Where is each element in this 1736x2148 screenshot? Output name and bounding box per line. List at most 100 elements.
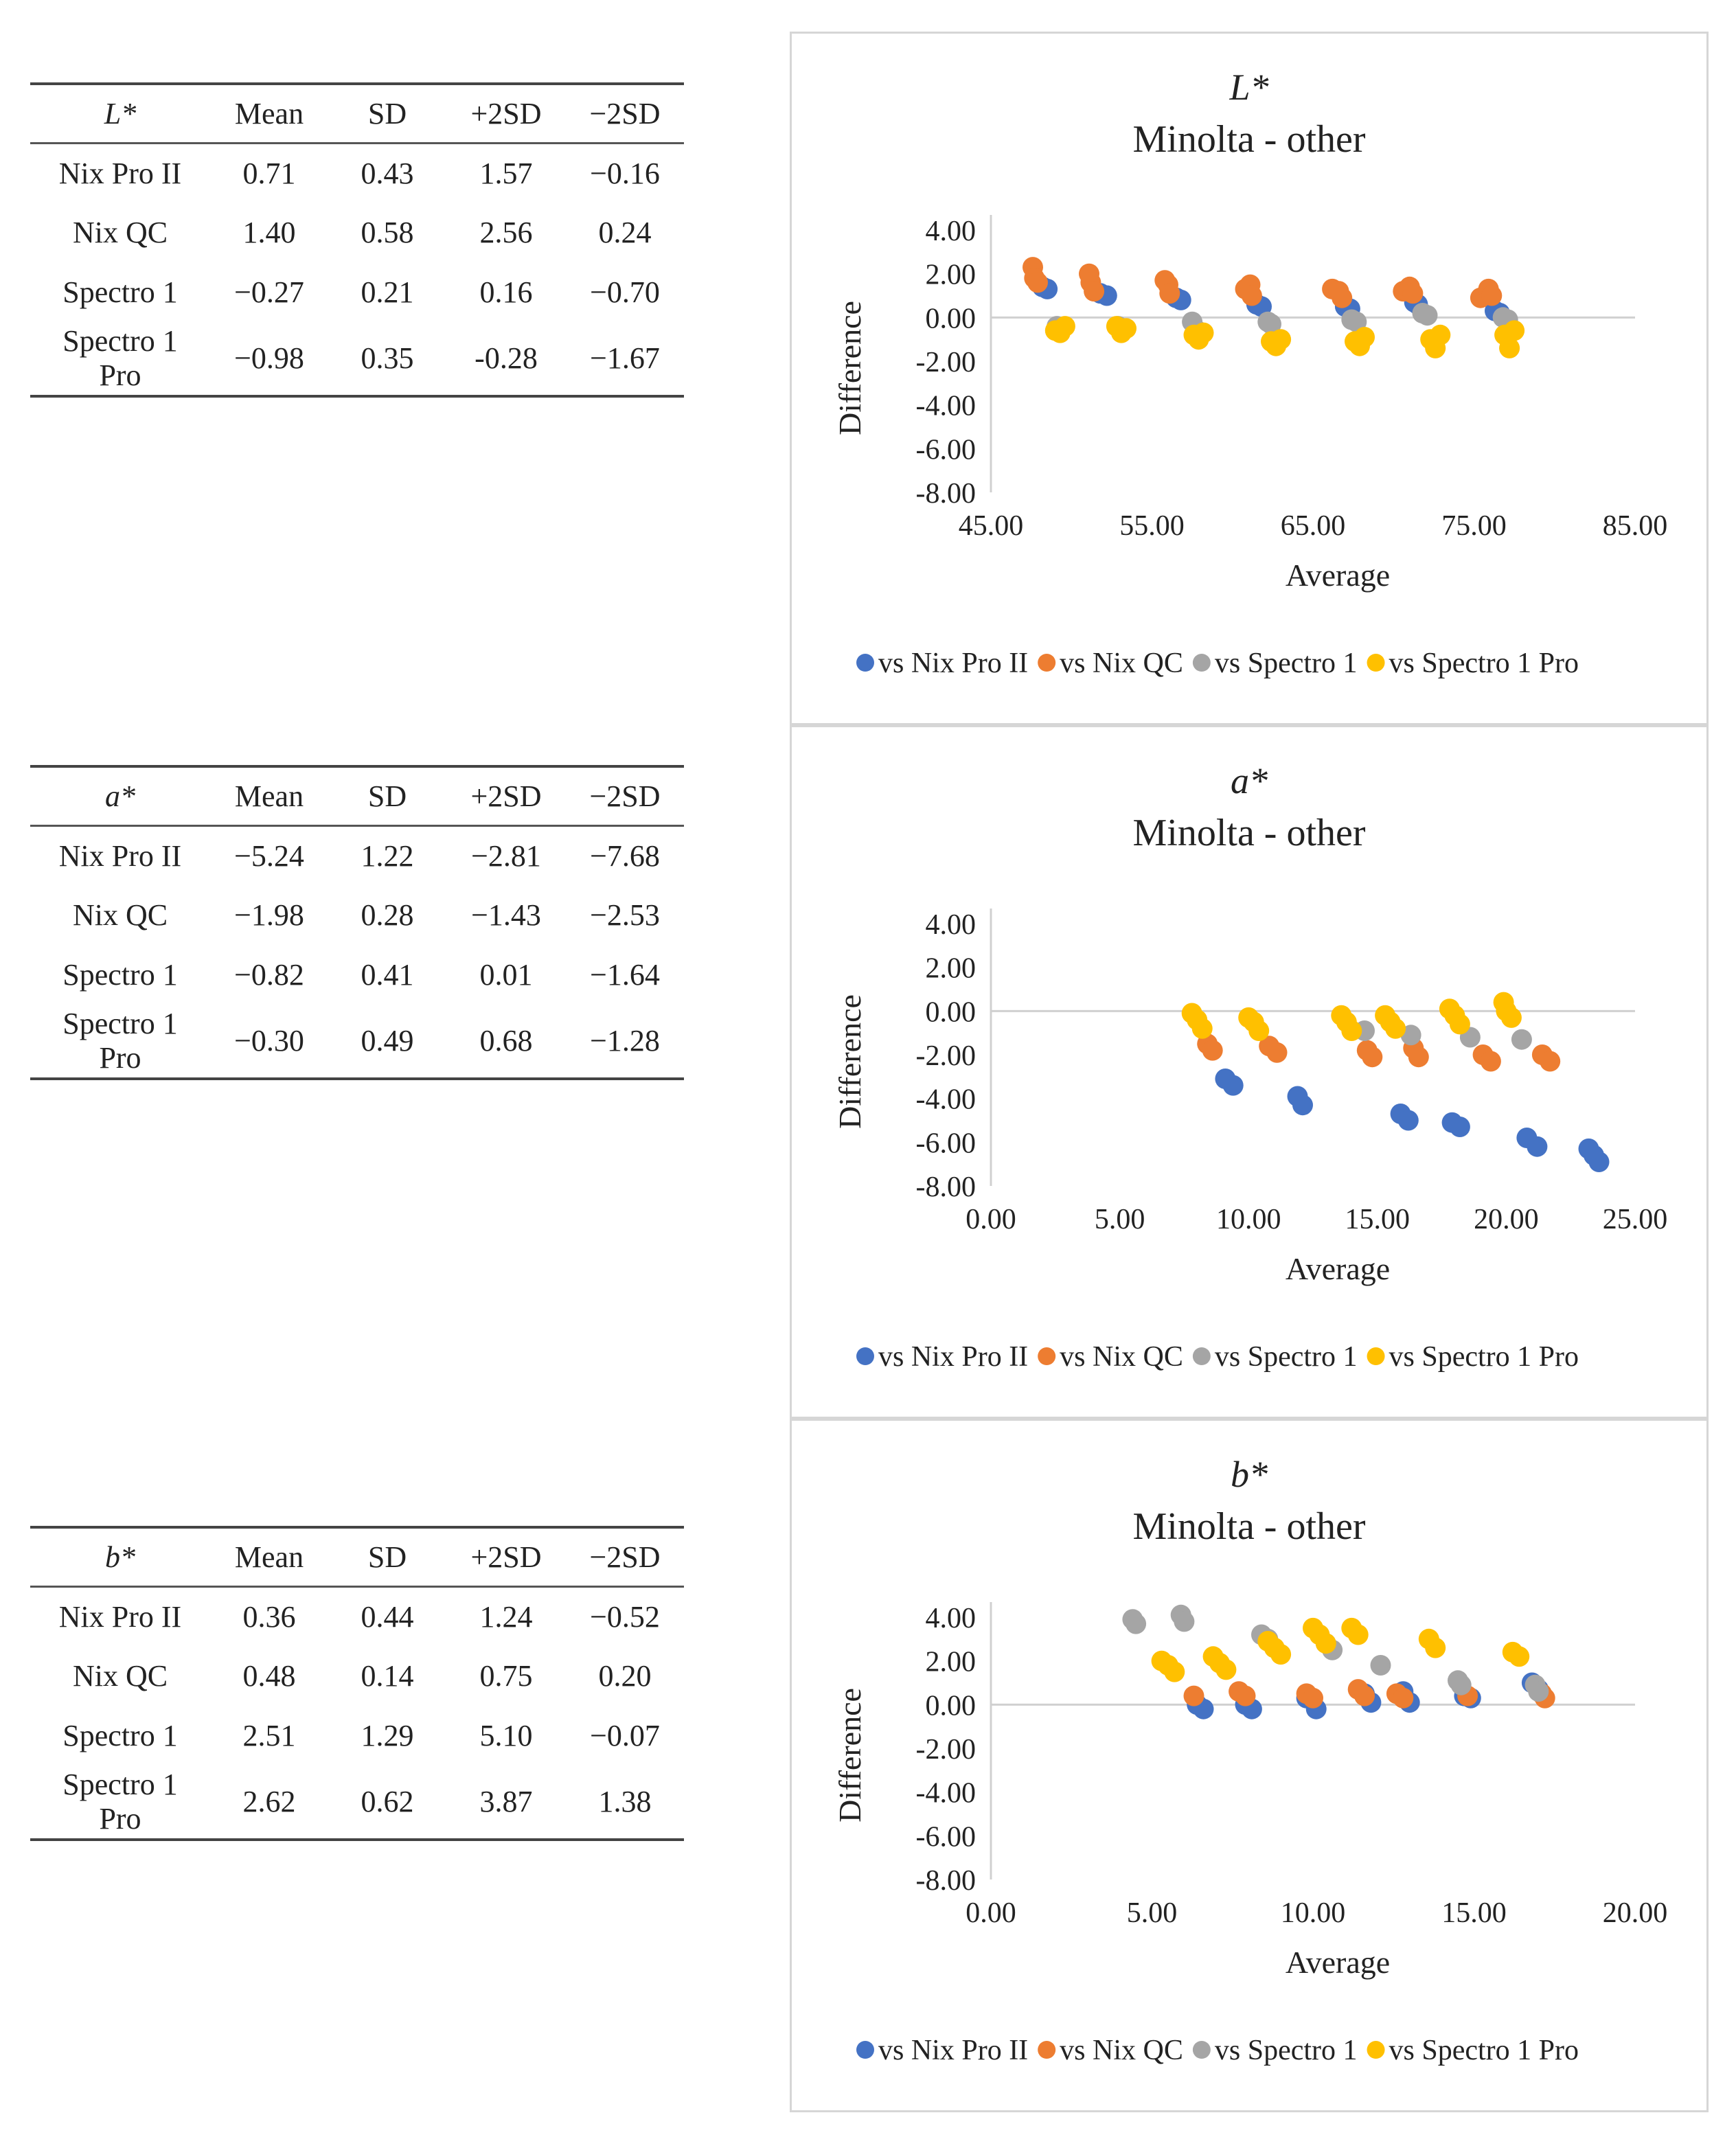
data-point <box>1480 1051 1501 1072</box>
legend-marker <box>1038 2041 1056 2059</box>
y-axis-label: Difference <box>832 301 867 435</box>
plus-2sd-cell: 0.01 <box>479 958 533 992</box>
minus-2sd-header: −2SD <box>566 1526 684 1588</box>
data-point <box>1528 1681 1549 1702</box>
sd-cell: 0.14 <box>361 1659 414 1693</box>
series-vs-nix-pro-ii <box>1215 1069 1610 1172</box>
stats-table-b: b* Mean SD +2SD −2SD Nix Pro II 0.36 0.4… <box>30 1526 684 1841</box>
x-tick-label: 20.00 <box>1474 1204 1539 1235</box>
legend-label: vs Spectro 1 <box>1215 1341 1358 1373</box>
chart-title: Minolta - other <box>1132 118 1365 161</box>
plus-2sd-cell: 0.16 <box>479 275 533 309</box>
x-tick-label: 10.00 <box>1281 1897 1346 1929</box>
chart-panel-a: a* Minolta - other 4.00 2.00 0.00 -2.00 -4.00 -… <box>790 725 1709 1419</box>
sd-cell: 0.44 <box>361 1599 414 1634</box>
table-row: Nix QC 0.48 0.14 0.75 0.20 <box>30 1646 684 1706</box>
series-vs-spectro-1-pro <box>1044 316 1525 358</box>
data-point <box>1408 1047 1429 1068</box>
row-label: Nix Pro II <box>58 156 182 190</box>
plus-2sd-cell: 1.24 <box>479 1599 533 1634</box>
mean-header: Mean <box>210 82 328 144</box>
y-tick-label: 2.00 <box>926 1647 976 1678</box>
row-label: Nix QC <box>72 898 168 932</box>
stats-table-l: L* Mean SD +2SD −2SD Nix Pro II 0.71 0.4… <box>30 82 684 398</box>
y-axis-label: Difference <box>832 994 867 1129</box>
data-point <box>1393 1687 1414 1709</box>
row-label: Spectro 1 Pro <box>30 1766 210 1841</box>
y-tick-label: 2.00 <box>926 953 976 985</box>
data-point <box>1400 1025 1421 1046</box>
data-point <box>1499 337 1520 358</box>
row-label: Nix Pro II <box>58 1599 182 1634</box>
mean-header: Mean <box>210 1526 328 1588</box>
legend-label: vs Spectro 1 <box>1215 648 1358 679</box>
row-label: Spectro 1 <box>62 1719 178 1752</box>
minus-2sd-cell: −2.53 <box>590 898 660 932</box>
mean-header: Mean <box>210 765 328 827</box>
sd-cell: 0.58 <box>361 216 414 249</box>
data-point <box>1417 305 1438 326</box>
legend-marker <box>1192 654 1211 672</box>
legend-marker <box>856 2041 874 2059</box>
y-axis-label: Difference <box>832 1688 867 1823</box>
plus-2sd-cell: 0.75 <box>479 1659 533 1693</box>
legend-label: vs Nix QC <box>1060 1341 1183 1373</box>
x-tick-label: 55.00 <box>1119 510 1185 542</box>
data-point <box>1315 1633 1336 1654</box>
chart-title-variable: a* <box>1231 760 1268 801</box>
sd-header: SD <box>328 82 446 144</box>
plus-2sd-cell: 2.56 <box>479 216 533 249</box>
chart-title: Minolta - other <box>1132 1505 1365 1548</box>
sd-cell: 0.35 <box>328 322 446 398</box>
y-tick-label: 4.00 <box>926 1603 976 1634</box>
data-point <box>1527 1136 1548 1157</box>
legend-marker <box>1192 2041 1211 2059</box>
x-tick-label: 85.00 <box>1603 510 1668 542</box>
plus-2sd-cell: 5.10 <box>479 1719 533 1752</box>
legend-marker <box>1192 1347 1211 1365</box>
minus-2sd-cell: −0.07 <box>590 1719 660 1752</box>
data-point <box>1183 1685 1204 1706</box>
data-point <box>1511 1029 1532 1050</box>
row-label: Nix Pro II <box>58 838 182 873</box>
plus-2sd-cell: −1.43 <box>471 898 541 932</box>
minus-2sd-cell: −1.28 <box>566 1005 684 1080</box>
x-tick-label: 20.00 <box>1603 1897 1668 1929</box>
legend-label: vs Nix Pro II <box>878 648 1028 679</box>
y-tick-label: -8.00 <box>916 478 976 510</box>
y-tick-label: -4.00 <box>916 1778 976 1809</box>
legend-label: vs Nix QC <box>1060 648 1183 679</box>
table-row: Nix Pro II 0.71 0.43 1.57 −0.16 <box>30 143 684 203</box>
scatter-chart-a: a* Minolta - other 4.00 2.00 0.00 -2.00 -4.00 -… <box>832 760 1667 1373</box>
table-row: Spectro 1 Pro −0.30 0.49 0.68 −1.28 <box>30 1005 684 1080</box>
x-tick-label: 75.00 <box>1441 510 1507 542</box>
data-point <box>1261 313 1281 334</box>
table-variable-header: a* <box>30 765 210 827</box>
y-tick-label: 4.00 <box>926 216 976 247</box>
series-vs-nix-qc <box>1197 1033 1561 1072</box>
sd-header: SD <box>328 765 446 827</box>
data-point <box>1540 1051 1561 1072</box>
table-row: Nix Pro II −5.24 1.22 −2.81 −7.68 <box>30 825 684 885</box>
table-variable-header: L* <box>30 82 210 144</box>
data-point <box>1425 1637 1446 1658</box>
data-point <box>1481 285 1503 306</box>
legend-marker <box>1367 1347 1385 1365</box>
data-point <box>1347 1624 1369 1645</box>
mean-cell: −0.27 <box>234 275 304 309</box>
x-tick-label: 5.00 <box>1095 1204 1145 1235</box>
sd-cell: 0.28 <box>361 898 414 932</box>
plus-2sd-header: +2SD <box>446 765 566 827</box>
minus-2sd-cell: −0.52 <box>590 1599 660 1634</box>
table-row: Nix Pro II 0.36 0.44 1.24 −0.52 <box>30 1586 684 1646</box>
data-point <box>1430 324 1451 345</box>
sd-cell: 1.22 <box>361 838 414 873</box>
data-point <box>1222 1075 1244 1096</box>
minus-2sd-cell: 0.20 <box>598 1659 652 1693</box>
data-point <box>1509 1646 1530 1667</box>
data-point <box>1164 1661 1185 1682</box>
y-tick-label: -2.00 <box>916 1734 976 1766</box>
x-axis-label: Average <box>1286 1945 1390 1980</box>
plus-2sd-cell: −2.81 <box>471 838 541 873</box>
x-tick-label: 15.00 <box>1441 1897 1507 1929</box>
